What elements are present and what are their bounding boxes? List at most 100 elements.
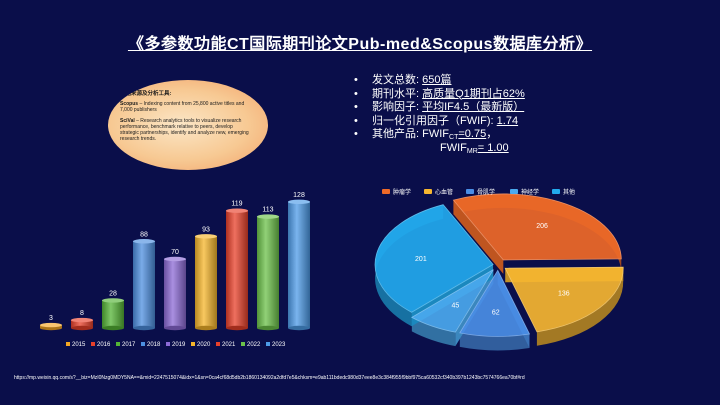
bar-2021 [226, 210, 248, 328]
scival-text: – Research analytics tools to visualize … [120, 117, 249, 143]
bullet-fwif-label: 归一化引用因子（FWIF): [372, 114, 497, 127]
legend-swatch-2017 [116, 342, 120, 346]
scival-description: SciVal – Research analytics tools to vis… [120, 118, 252, 143]
bar-label-2019: 70 [171, 249, 179, 256]
bar-label-2016: 8 [80, 310, 84, 317]
legend-label-2023: 2023 [272, 342, 286, 348]
bar-cap-2023 [288, 199, 310, 205]
bar-label-2015: 3 [49, 315, 53, 322]
pie-legend-label-其他: 其他 [563, 188, 575, 196]
bar-base-2023 [288, 325, 310, 331]
bullet-dot: • [354, 87, 358, 100]
bar-base-2017 [102, 325, 124, 331]
bullet-products: • 其他产品: FWIFCT=0.75， [352, 128, 525, 142]
pie-label-骨肌学: 62 [492, 309, 500, 316]
bar-2019 [164, 259, 186, 328]
legend-label-2015: 2015 [72, 342, 86, 348]
bar-cap-2018 [133, 239, 155, 244]
pie-legend-swatch-神经学 [510, 189, 518, 194]
bullet-total-value: 650篇 [422, 74, 452, 86]
summary-list: • 发文总数: 650篇 • 期刊水平: 高质量Q1期刊占62% • 影响因子:… [352, 74, 525, 155]
bullet-total: • 发文总数: 650篇 [352, 74, 525, 88]
legend-swatch-2018 [141, 342, 145, 346]
pie-slice-心血管 [504, 266, 624, 333]
bar-2020 [195, 236, 217, 328]
bullet-fwif: • 归一化引用因子（FWIF): 1.74 [352, 115, 525, 129]
legend-swatch-2020 [191, 342, 195, 346]
bar-cap-2020 [195, 234, 217, 239]
bar-cap-2019 [164, 256, 186, 262]
pie-label-其他: 201 [415, 256, 427, 263]
bullet-dot: • [354, 114, 358, 127]
bar-2018 [133, 241, 155, 328]
pie-label-肿瘤学: 206 [536, 223, 548, 230]
fwif-ct-sub: CT [449, 134, 459, 141]
scopus-text: – Indexing content from 25,800 active ti… [120, 101, 245, 114]
fwif-mr-sub: MR [466, 147, 478, 155]
pie-legend-swatch-其他 [552, 189, 560, 194]
bullet-dot: • [354, 128, 358, 140]
pie-tops [374, 193, 624, 337]
pie-cut-肿瘤学 [453, 200, 504, 274]
bar-base-2019 [164, 325, 186, 331]
source-url: https://mp.weixin.qq.com/s?__biz=MzI0Nzg… [14, 375, 525, 381]
pie-legend-label-神经学: 神经学 [521, 188, 539, 196]
pie-legend-label-心血管: 心血管 [435, 188, 453, 196]
scopus-description: Scopus – Indexing content from 25,800 ac… [120, 101, 252, 113]
bullet-journal-label: 期刊水平: [372, 87, 423, 100]
legend-label-2022: 2022 [247, 342, 261, 348]
pie-side-神经学 [411, 317, 456, 347]
legend-label-2016: 2016 [97, 342, 111, 348]
pie-legend-swatch-骨肌学 [466, 189, 474, 194]
legend-label-2020: 2020 [197, 342, 211, 348]
pie-side-骨肌学 [459, 332, 530, 351]
bullet-dot: • [354, 74, 358, 86]
fwif-ct-tail: ， [486, 128, 498, 140]
pie-legend-label-肿瘤学: 肿瘤学 [393, 188, 411, 196]
pie-labels: 206 136 62 45 201 [415, 223, 570, 316]
data-source-box: 数据来源及分析工具: Scopus – Indexing content fro… [108, 80, 268, 170]
legend-swatch-2021 [216, 342, 220, 346]
bar-base-2021 [226, 325, 248, 331]
bullet-fwif-mr: FWIFMR= 1.00 [352, 142, 525, 156]
bullet-journal-value: 高质量Q1期刊占62% [422, 87, 525, 100]
pie-slice-骨肌学 [459, 269, 531, 337]
scival-name: SciVal [120, 117, 135, 124]
bullet-fwif-value: 1.74 [496, 114, 519, 127]
pie-label-心血管: 136 [558, 291, 570, 298]
pie-slice-肿瘤学 [452, 193, 622, 261]
legend-swatch-2019 [166, 342, 170, 346]
bar-2023 [288, 201, 310, 328]
bar-label-2022: 113 [262, 207, 273, 214]
bar-cap-2022 [257, 214, 279, 219]
bullet-impact-label: 影响因子: [372, 101, 423, 113]
fwif-mr-label: FWIF [440, 141, 467, 154]
bar-2017 [102, 300, 124, 328]
fwif-ct-label: FWIF [422, 128, 450, 140]
legend-swatch-2016 [91, 342, 95, 346]
legend-swatch-2023 [266, 342, 270, 346]
pie-legend-swatch-心血管 [424, 189, 432, 194]
bar-2022 [257, 216, 279, 328]
bar-cap-2017 [102, 298, 124, 303]
bar-cap-2015 [40, 322, 62, 328]
legend-swatch-2022 [241, 342, 245, 346]
bar-base-2016 [71, 325, 93, 331]
pie-slice-其他 [374, 204, 494, 313]
legend-swatch-2015 [66, 342, 70, 346]
bar-label-2023: 128 [293, 192, 305, 199]
bar-cap-2021 [226, 208, 248, 213]
legend-label-2018: 2018 [147, 342, 161, 348]
bullet-journal: • 期刊水平: 高质量Q1期刊占62% [352, 88, 525, 102]
pie-legend-label-骨肌学: 骨肌学 [477, 188, 495, 196]
pie-legend-swatch-肿瘤学 [382, 189, 390, 194]
fwif-ct-value: =0.75 [458, 128, 487, 140]
pie-side-心血管 [536, 267, 624, 346]
bar-label-2020: 93 [202, 226, 210, 233]
bullet-products-label: 其他产品: [372, 128, 423, 140]
legend-label-2019: 2019 [172, 342, 186, 348]
page-title: 《多参数功能CT国际期刊论文Pub-med&Scopus数据库分析》 [127, 36, 593, 53]
discipline-pie-chart: 206 136 62 45 201 肿瘤学 心血管 骨肌学 神经学 其他 [374, 188, 624, 351]
bar-label-2018: 88 [140, 231, 148, 238]
bar-label-2017: 28 [109, 290, 117, 297]
